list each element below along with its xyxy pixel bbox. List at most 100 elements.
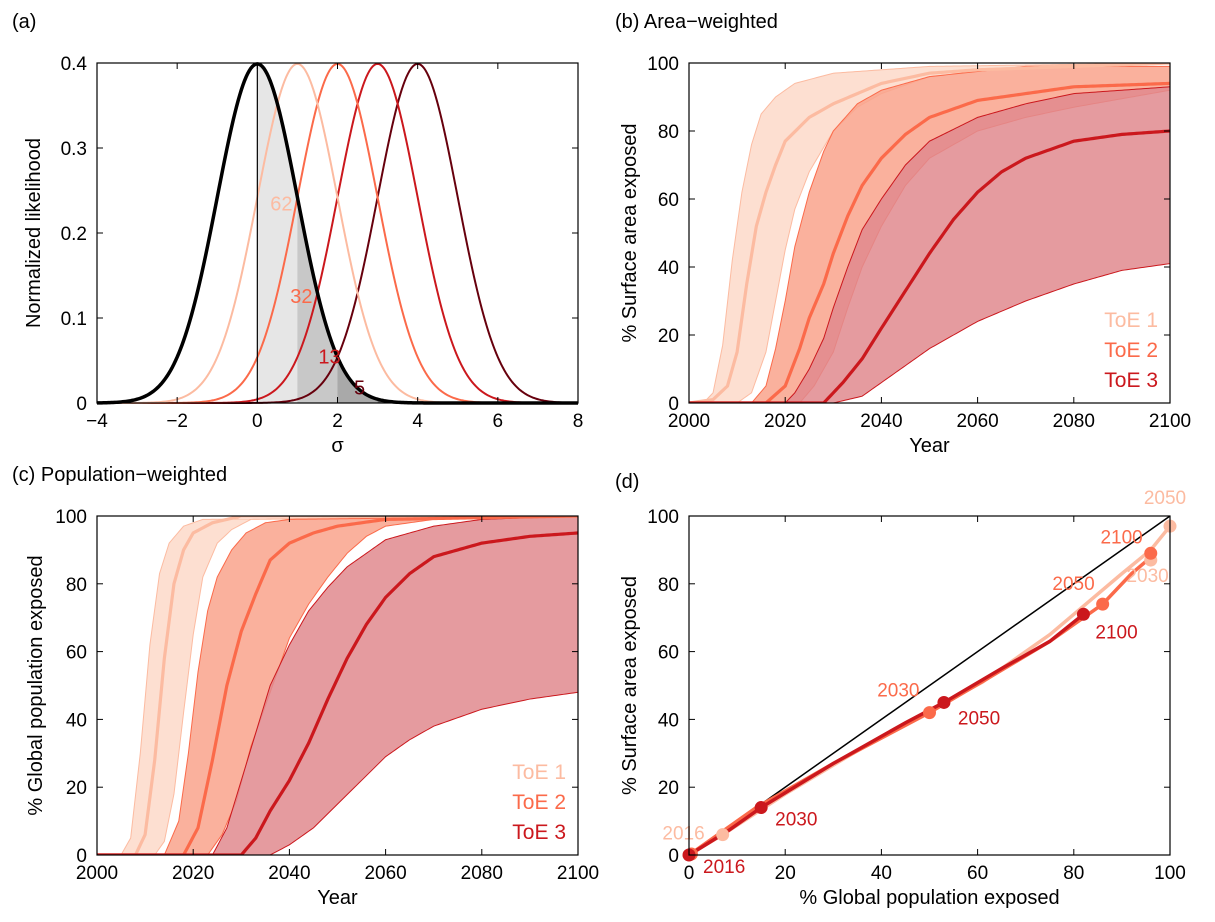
y-tick-label: 100: [55, 507, 87, 528]
y-tick-label: 0: [76, 394, 87, 415]
y-tick-label: 40: [66, 710, 87, 731]
panel-label: (b) Area−weighted: [615, 11, 778, 33]
exposure-marker: [923, 706, 936, 720]
y-tick-label: 0.4: [61, 54, 88, 75]
x-tick-label: 2060: [364, 863, 406, 884]
plot-frame: [96, 515, 579, 856]
x-tick-label: 2000: [668, 411, 710, 432]
x-tick-label: 2100: [557, 863, 599, 884]
percent-annotation: 5: [354, 378, 365, 400]
x-tick-label: 100: [1154, 863, 1186, 884]
year-label: 2100: [1095, 622, 1137, 643]
exposure-marker: [1076, 607, 1090, 621]
legend-entry: ToE 1: [512, 761, 566, 784]
x-tick-label: 2080: [1053, 411, 1095, 432]
y-tick-label: 60: [658, 190, 679, 211]
x-tick-label: 2060: [956, 411, 998, 432]
y-tick-label: 0: [668, 394, 679, 415]
year-label: 2030: [1126, 566, 1168, 587]
x-axis-label: σ: [331, 435, 344, 457]
exposure-curve-3: [688, 612, 1085, 857]
plot-area: [689, 63, 1170, 403]
year-label: 2050: [958, 708, 1000, 729]
x-tick-label: 2080: [461, 863, 503, 884]
x-tick-label: 80: [1063, 863, 1084, 884]
exposure-marker: [716, 828, 730, 842]
x-tick-label: −4: [86, 411, 108, 432]
median-line-1: [689, 63, 1170, 403]
x-tick-label: 8: [573, 411, 584, 432]
y-tick-label: 40: [658, 258, 679, 279]
x-tick-label: 40: [871, 863, 892, 884]
year-label: 2016: [662, 824, 704, 845]
y-axis-label: % Surface area exposed: [619, 576, 641, 795]
y-tick-label: 0.2: [61, 224, 87, 245]
x-tick-label: 20: [775, 863, 796, 884]
exposure-marker: [1144, 546, 1158, 560]
y-tick-label: 100: [647, 54, 679, 75]
panel-label: (a): [12, 11, 36, 33]
uncertainty-band-1: [97, 516, 578, 855]
legend-entry: ToE 3: [512, 821, 566, 844]
median-line-2: [689, 81, 1170, 403]
uncertainty-band-3: [689, 86, 1170, 403]
y-axis-label: % Surface area exposed: [619, 123, 641, 342]
x-tick-label: 2000: [76, 863, 118, 884]
x-tick-label: 60: [967, 863, 988, 884]
y-tick-label: 20: [658, 778, 679, 799]
percent-annotation: 32: [290, 286, 312, 308]
x-tick-label: −2: [166, 411, 188, 432]
median-line-1: [97, 516, 578, 855]
x-tick-label: 2040: [268, 863, 310, 884]
legend-entry: ToE 3: [1104, 369, 1158, 392]
median-line-3: [689, 129, 1170, 403]
x-axis-label: Year: [317, 887, 358, 909]
legend-entry: ToE 2: [512, 791, 566, 814]
y-tick-label: 0.1: [61, 309, 87, 330]
shaded-tail-area: [257, 63, 418, 404]
year-label: 2100: [1100, 527, 1142, 548]
shaded-tail-area: [337, 357, 418, 403]
y-tick-label: 80: [658, 575, 679, 596]
x-tick-label: 0: [252, 411, 263, 432]
median-line-2: [97, 516, 578, 855]
x-tick-label: 4: [412, 411, 423, 432]
year-label: 2050: [1144, 488, 1186, 509]
x-tick-label: 6: [493, 411, 504, 432]
y-tick-label: 60: [66, 643, 87, 664]
plot-frame: [688, 515, 1171, 856]
year-label: 2050: [1052, 574, 1094, 595]
y-tick-label: 0: [668, 846, 679, 867]
plot-frame: [96, 62, 579, 404]
x-tick-label: 2040: [860, 411, 902, 432]
x-tick-label: 2020: [172, 863, 214, 884]
y-tick-label: 0: [76, 846, 87, 867]
uncertainty-band-3: [97, 516, 578, 855]
percent-annotation: 13: [318, 346, 340, 368]
y-tick-label: 80: [66, 575, 87, 596]
legend-entry: ToE 2: [1104, 339, 1158, 362]
y-axis-label: % Global population exposed: [25, 555, 47, 815]
x-tick-label: 2100: [1149, 411, 1191, 432]
panel-label: (c) Population−weighted: [12, 464, 227, 486]
percent-annotation: 62: [270, 193, 292, 215]
y-tick-label: 20: [66, 778, 87, 799]
y-tick-label: 20: [658, 326, 679, 347]
legend-entry: ToE 1: [1104, 309, 1158, 332]
exposure-marker: [754, 801, 768, 815]
y-tick-label: 100: [647, 507, 679, 528]
year-label: 2030: [877, 681, 919, 702]
x-tick-label: 0: [684, 863, 695, 884]
y-tick-label: 40: [658, 710, 679, 731]
y-tick-label: 0.3: [61, 139, 87, 160]
y-tick-label: 60: [658, 643, 679, 664]
year-label: 2030: [775, 810, 817, 831]
panel-d-scatter: 2016203020502030205021002016203020502100…: [615, 471, 1186, 909]
x-axis-label: Year: [909, 435, 950, 457]
median-line-3: [97, 531, 578, 855]
x-axis-label: % Global population exposed: [799, 887, 1059, 909]
panel-a-normal-distributions: 62 32 13 5 −4 −2 0 2 4 6 8 0 0.1 0.2 0.3 0.4 σ Normalized…: [12, 11, 583, 457]
